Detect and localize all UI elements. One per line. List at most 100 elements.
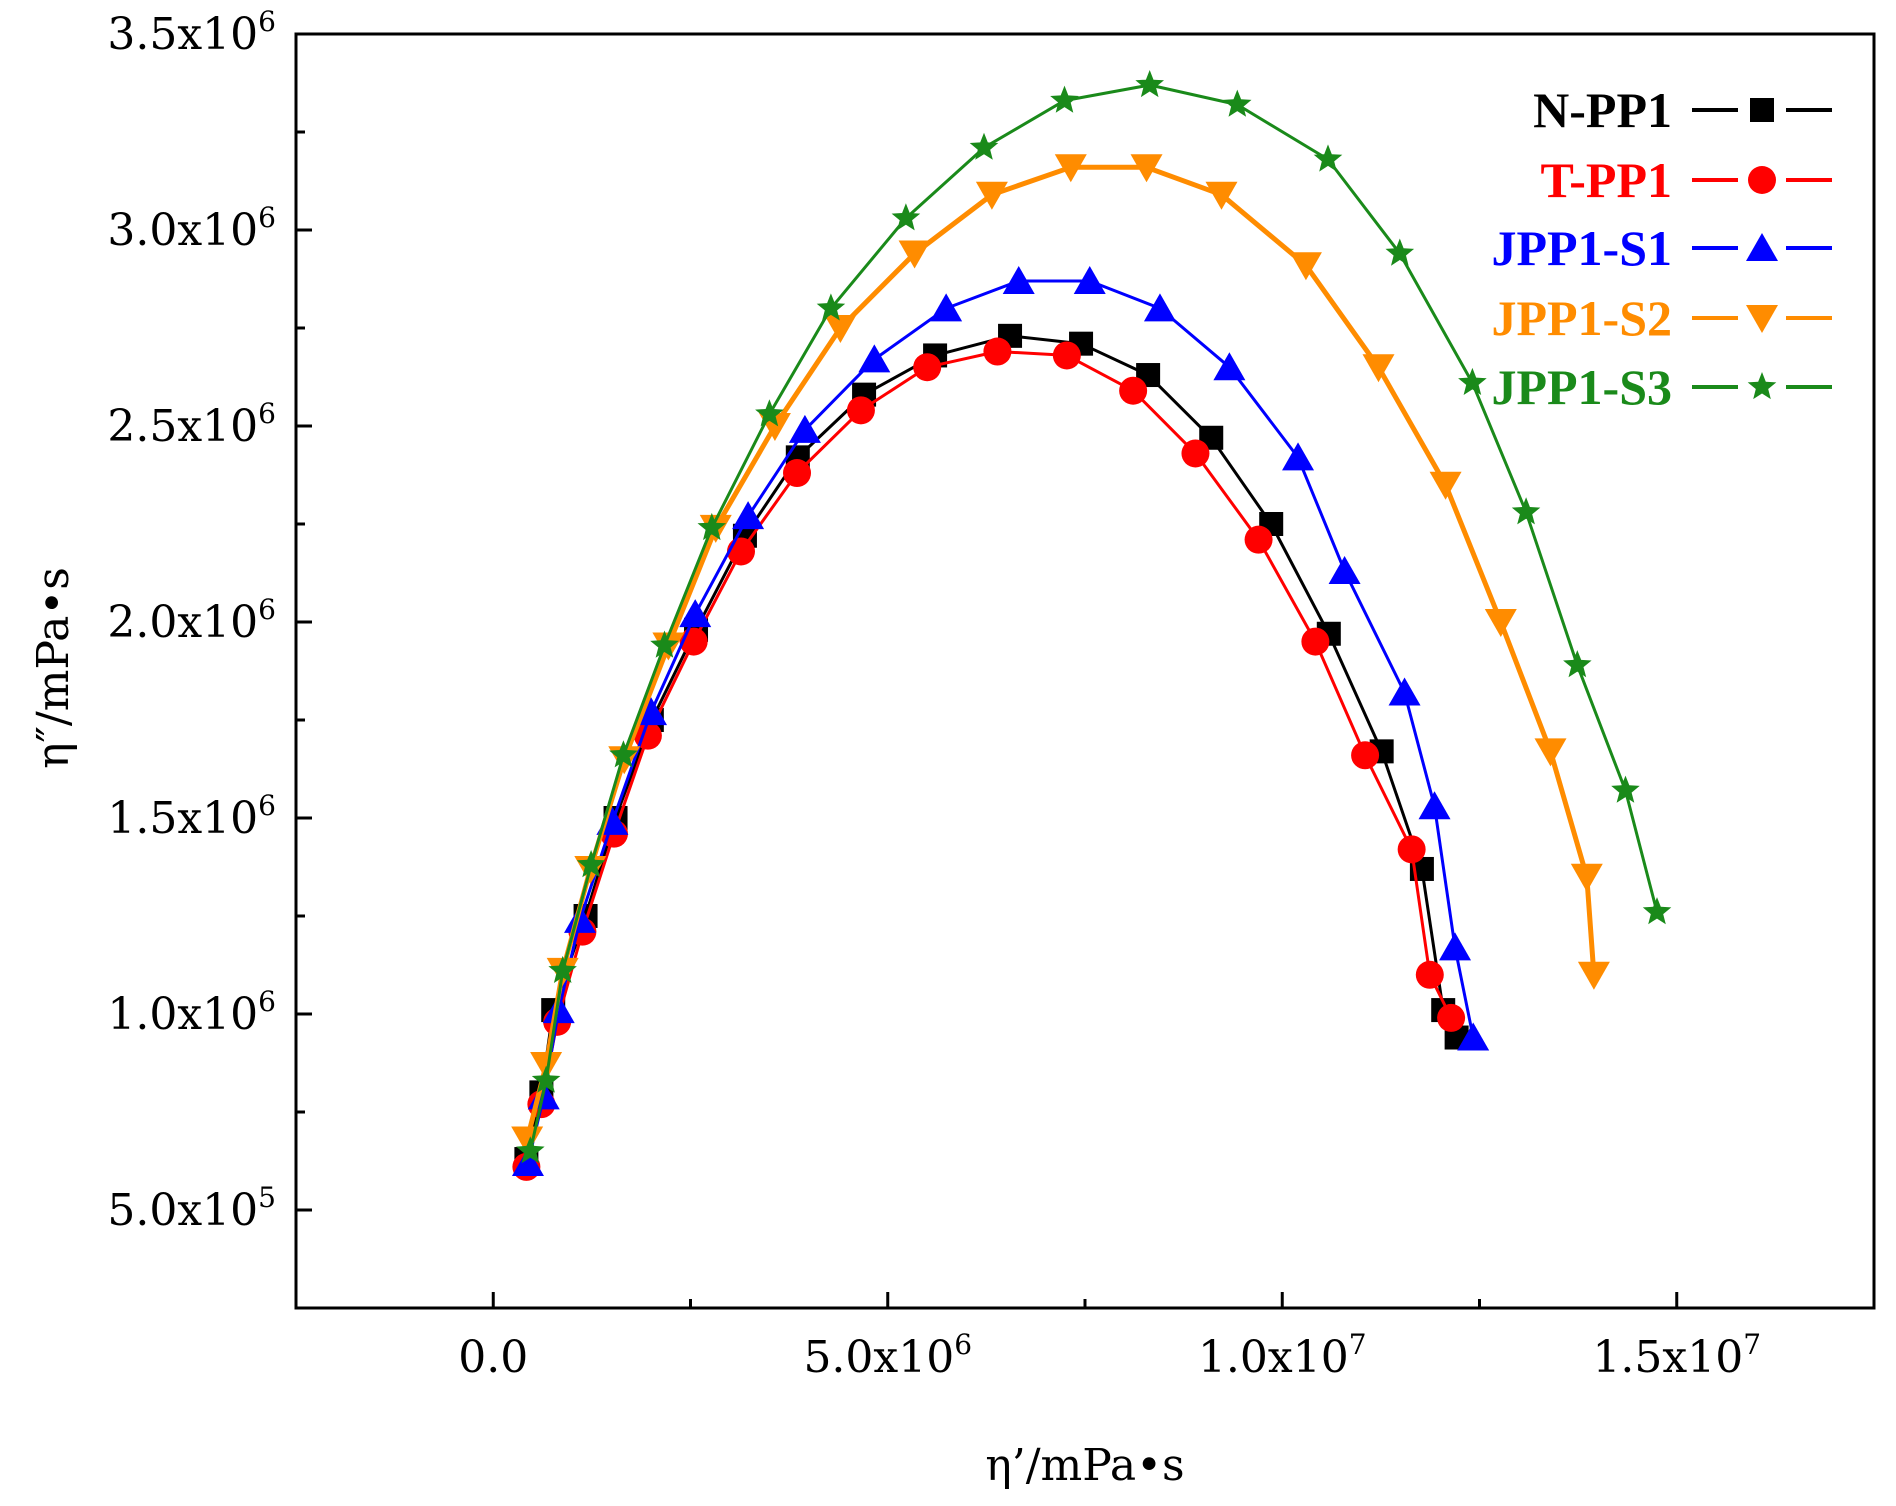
data-point-jpp1-s3 <box>891 203 921 231</box>
data-point-t-pp1 <box>1415 960 1444 989</box>
data-point-jpp1-s2 <box>1570 863 1603 892</box>
legend-marker-jpp1-s3 <box>1747 372 1777 400</box>
data-point-t-pp1 <box>1244 525 1273 554</box>
legend-label: JPP1-S3 <box>1491 359 1672 415</box>
data-point-jpp1-s2 <box>1362 354 1395 383</box>
x-tick-label: 1.5x107 <box>1592 1328 1761 1383</box>
data-point-jpp1-s2 <box>1205 181 1238 210</box>
data-point-jpp1-s3 <box>650 630 679 658</box>
data-point-jpp1-s3 <box>1050 85 1079 113</box>
data-point-jpp1-s1 <box>1418 791 1451 820</box>
legend-label: T-PP1 <box>1541 152 1673 208</box>
data-point-jpp1-s3 <box>1642 897 1672 925</box>
data-point-jpp1-s3 <box>531 1065 561 1093</box>
y-tick-label: 3.5x106 <box>107 5 276 60</box>
data-point-jpp1-s1 <box>1388 677 1421 706</box>
data-point-jpp1-s3 <box>609 740 638 768</box>
x-axis-title: η’/mPa•s <box>985 1440 1184 1491</box>
legend-marker-jpp1-s1 <box>1746 233 1778 261</box>
legend-item-t-pp1: T-PP1 <box>1541 152 1832 208</box>
data-point-jpp1-s1 <box>542 995 575 1024</box>
data-point-jpp1-s3 <box>1385 238 1415 266</box>
data-point-jpp1-s2 <box>1534 738 1567 767</box>
data-point-t-pp1 <box>1119 376 1148 405</box>
data-point-t-pp1 <box>913 353 942 382</box>
legend: N-PP1 T-PP1 JPP1-S1 JPP1-S2 JPP1-S3 <box>1491 82 1832 415</box>
data-point-t-pp1 <box>1437 1003 1466 1032</box>
legend-label: JPP1-S1 <box>1491 220 1672 276</box>
data-point-jpp1-s1 <box>1073 265 1106 294</box>
legend-marker-t-pp1 <box>1748 166 1776 194</box>
legend-marker-jpp1-s2 <box>1746 305 1778 333</box>
data-point-jpp1-s2 <box>1289 252 1322 281</box>
data-point-jpp1-s3 <box>1223 89 1252 117</box>
legend-label: JPP1-S2 <box>1491 290 1672 346</box>
data-point-jpp1-s1 <box>1213 352 1246 381</box>
legend-label: N-PP1 <box>1533 82 1672 138</box>
data-point-jpp1-s1 <box>635 697 668 726</box>
data-point-t-pp1 <box>1052 341 1081 370</box>
axis-ticks: 0.0 5.0x106 1.0x107 1.5x107 5.0x105 1.0x106 1.… <box>107 5 1876 1383</box>
data-point-jpp1-s2 <box>1577 961 1610 990</box>
data-point-jpp1-s3 <box>576 850 606 878</box>
data-point-jpp1-s3 <box>1135 70 1164 98</box>
y-tick-label: 5.0x105 <box>107 1181 276 1236</box>
data-point-jpp1-s1 <box>1328 556 1361 585</box>
data-point-jpp1-s2 <box>1130 154 1163 183</box>
data-point-jpp1-s3 <box>1563 650 1592 678</box>
legend-marker-n-pp1 <box>1750 98 1774 122</box>
data-point-jpp1-s3 <box>1511 497 1541 525</box>
data-point-jpp1-s3 <box>816 293 846 321</box>
data-point-jpp1-s3 <box>1611 775 1640 803</box>
data-point-t-pp1 <box>983 337 1012 366</box>
data-point-jpp1-s1 <box>1282 442 1315 471</box>
data-point-jpp1-s2 <box>1484 609 1517 637</box>
data-point-jpp1-s1 <box>511 1147 544 1176</box>
data-point-jpp1-s1 <box>1002 265 1035 294</box>
legend-item-n-pp1: N-PP1 <box>1533 82 1832 138</box>
series-jpp1-s1 <box>511 265 1490 1176</box>
data-point-jpp1-s1 <box>930 293 963 322</box>
data-point-jpp1-s2 <box>1054 154 1087 183</box>
data-point-jpp1-s2 <box>975 181 1008 210</box>
y-tick-label: 1.5x106 <box>107 789 276 844</box>
legend-item-jpp1-s1: JPP1-S1 <box>1491 220 1832 276</box>
y-tick-label: 3.0x106 <box>107 201 276 256</box>
data-point-t-pp1 <box>1181 439 1210 468</box>
data-point-t-pp1 <box>783 459 812 488</box>
x-tick-label: 5.0x106 <box>803 1328 972 1383</box>
data-point-jpp1-s1 <box>1143 293 1176 322</box>
data-point-jpp1-s2 <box>898 240 931 269</box>
data-point-jpp1-s3 <box>516 1136 545 1164</box>
data-point-jpp1-s3 <box>1458 367 1487 395</box>
data-point-t-pp1 <box>1301 627 1330 656</box>
data-point-jpp1-s2 <box>1429 471 1462 500</box>
data-point-jpp1-s1 <box>1439 932 1472 961</box>
data-point-jpp1-s1 <box>679 599 712 628</box>
data-point-jpp1-s1 <box>564 904 597 933</box>
data-point-jpp1-s2 <box>824 315 857 343</box>
y-tick-label: 2.5x106 <box>107 397 276 452</box>
data-point-jpp1-s3 <box>969 132 999 160</box>
data-point-t-pp1 <box>1351 741 1380 770</box>
data-point-t-pp1 <box>846 396 875 425</box>
data-point-jpp1-s1 <box>732 501 765 530</box>
x-tick-label: 1.0x107 <box>1198 1328 1367 1383</box>
data-point-t-pp1 <box>1397 835 1426 864</box>
data-point-jpp1-s1 <box>1457 1022 1490 1051</box>
data-point-jpp1-s3 <box>1313 144 1343 172</box>
series-jpp1-s3 <box>516 70 1672 1164</box>
legend-item-jpp1-s2: JPP1-S2 <box>1491 290 1832 346</box>
x-tick-label: 0.0 <box>458 1332 528 1383</box>
data-point-jpp1-s3 <box>755 399 784 427</box>
data-point-jpp1-s3 <box>548 955 577 983</box>
legend-item-jpp1-s3: JPP1-S3 <box>1491 359 1832 415</box>
data-point-jpp1-s1 <box>858 344 891 373</box>
y-tick-label: 2.0x106 <box>107 593 276 648</box>
series-jpp1-s2 <box>511 154 1610 1155</box>
data-point-jpp1-s1 <box>788 414 821 443</box>
data-point-t-pp1 <box>726 537 755 566</box>
series-layer <box>511 70 1672 1181</box>
